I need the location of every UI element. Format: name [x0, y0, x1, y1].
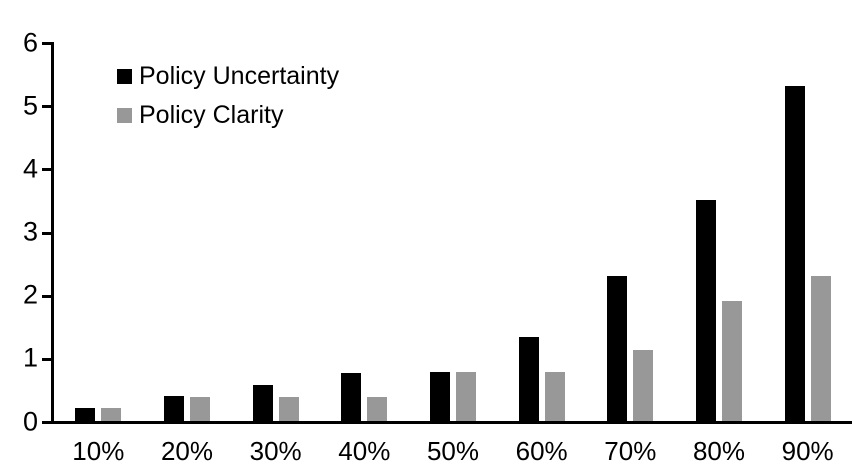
- bar-policy-clarity: [456, 372, 476, 421]
- bar-policy-clarity: [278, 396, 299, 421]
- x-tick-label: 70%: [604, 436, 657, 466]
- x-tick-label: 30%: [249, 436, 302, 466]
- y-tick-label: 0: [22, 405, 38, 436]
- bar-policy-uncertainty: [252, 384, 273, 421]
- bar-policy-uncertainty: [430, 371, 450, 421]
- x-tick-label: 10%: [72, 436, 125, 466]
- legend: Policy Uncertainty Policy Clarity: [117, 64, 339, 128]
- y-tick-label: 2: [22, 279, 38, 310]
- x-tick-label: 90%: [781, 436, 834, 466]
- bar-policy-uncertainty: [607, 275, 628, 421]
- bar-policy-clarity: [101, 408, 122, 421]
- x-tick-label: 20%: [160, 436, 213, 466]
- y-tick-mark: [42, 168, 51, 172]
- y-tick-label: 4: [22, 153, 38, 184]
- x-tick-label: 40%: [338, 436, 391, 466]
- y-tick-mark: [42, 421, 51, 424]
- y-tick-mark: [42, 42, 51, 45]
- legend-label-policy-clarity: Policy Clarity: [139, 101, 284, 129]
- legend-item-policy-clarity: Policy Clarity: [117, 103, 339, 128]
- bar-policy-clarity: [544, 372, 565, 421]
- bar-policy-clarity: [633, 349, 654, 421]
- bar-policy-clarity: [722, 300, 742, 421]
- x-axis-line: [51, 421, 852, 424]
- legend-swatch-clarity-icon: [117, 108, 132, 123]
- legend-label-policy-uncertainty: Policy Uncertainty: [139, 62, 340, 90]
- legend-item-policy-uncertainty: Policy Uncertainty: [117, 64, 339, 89]
- bar-policy-uncertainty: [164, 395, 184, 421]
- bar-policy-uncertainty: [518, 336, 539, 421]
- bar-policy-uncertainty: [696, 199, 716, 421]
- y-axis-line: [51, 42, 54, 424]
- bar-policy-uncertainty: [784, 86, 805, 421]
- x-tick-label: 80%: [692, 436, 745, 466]
- bar-policy-clarity: [367, 396, 388, 421]
- y-tick-label: 6: [22, 26, 38, 57]
- legend-swatch-uncertainty-icon: [117, 69, 132, 84]
- y-tick-label: 3: [22, 216, 38, 247]
- x-tick-label: 60%: [515, 436, 568, 466]
- bar-policy-clarity: [190, 396, 210, 421]
- bar-policy-uncertainty: [341, 372, 362, 421]
- x-tick-label: 50%: [426, 436, 479, 466]
- y-tick-mark: [42, 231, 51, 235]
- y-tick-mark: [42, 357, 51, 361]
- y-tick-label: 5: [22, 90, 38, 121]
- y-tick-label: 1: [22, 342, 38, 373]
- y-tick-mark: [42, 294, 51, 298]
- bar-policy-clarity: [810, 275, 831, 421]
- y-tick-mark: [42, 105, 51, 109]
- bar-policy-uncertainty: [75, 408, 96, 421]
